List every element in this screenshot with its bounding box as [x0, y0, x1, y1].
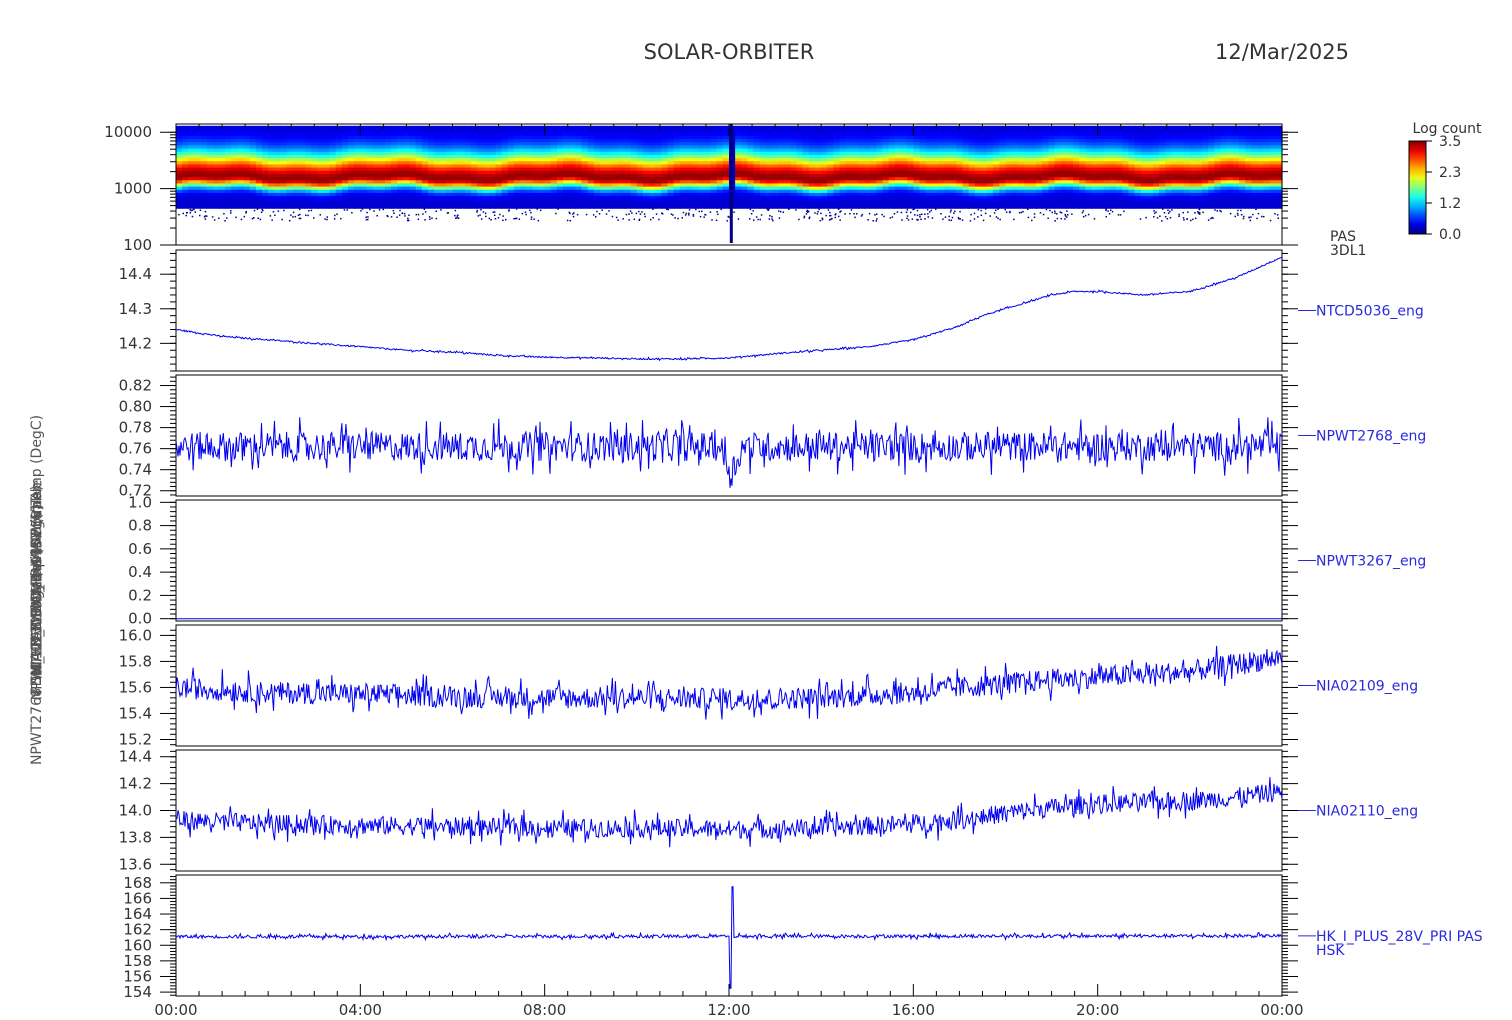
ytick-label-6-2: 158: [123, 952, 152, 970]
colorbar-tick-2: 1.2: [1439, 196, 1461, 212]
ytick-label-0-1: 1000: [114, 180, 152, 198]
series-line-NIA02110_eng: [175, 777, 1283, 848]
ytick-label-3-3: 0.6: [128, 540, 152, 558]
ytick-label-1-1: 14.3: [119, 300, 152, 318]
panel-NPWT2768_eng: 0.72 0.74 0.76 0.78 0.80 0.82 NPWT2768_eng: [119, 374, 1426, 500]
y-axis-title-6: PDM_HK_IMON_PRIMARY (mA): [29, 485, 45, 695]
ytick-label-6-0: 154: [123, 983, 152, 1001]
ytick-label-6-6: 166: [123, 889, 152, 907]
y-axis-title-2: NPWT2768 SWA-PAS Electronics Box Temp (D…: [29, 415, 45, 765]
panel-label-6-1: HSK: [1316, 943, 1345, 959]
panel-label-0-1: 3DL1: [1330, 243, 1366, 259]
ytick-label-2-1: 0.74: [119, 461, 152, 479]
ytick-label-5-0: 13.6: [119, 855, 152, 873]
panel-frame-5: [175, 749, 1283, 872]
ytick-label-3-1: 0.2: [128, 586, 152, 604]
panel-label-5: NIA02110_eng: [1316, 804, 1418, 820]
ytick-label-4-4: 16.0: [119, 626, 152, 644]
colorbar-tick-3: 0.0: [1439, 227, 1461, 243]
ytick-label-1-2: 14.4: [119, 265, 152, 283]
ytick-label-6-3: 160: [123, 936, 152, 954]
panel-frame-4: [175, 624, 1283, 747]
panel-HK_I_PLUS_28V_PRI PAS HSK: 154156158160162164166168 HK_I_PLUS_28V_PR…: [123, 874, 1482, 1001]
y-axis-title-0: Energy (eV): [29, 549, 45, 632]
heatmap-cells: [176, 124, 1283, 243]
panel-label-3: NPWT3267_eng: [1316, 554, 1426, 570]
ytick-label-2-4: 0.80: [119, 398, 152, 416]
xtick-label-2: 08:00: [523, 1001, 566, 1019]
ytick-label-4-0: 15.2: [119, 730, 152, 748]
ytick-label-6-4: 162: [123, 921, 152, 939]
panel-label-0: PAS: [1330, 229, 1356, 245]
panel-NTCD5036_eng: 14.2 14.3 14.4 NTCD5036_eng: [119, 249, 1424, 372]
xtick-label-3: 12:00: [707, 1001, 750, 1019]
ytick-label-3-0: 0.0: [128, 610, 152, 628]
panel-NIA02110_eng: 13.6 13.8 14.0 14.2 14.4 NIA02110_eng: [119, 748, 1419, 874]
ytick-label-2-0: 0.72: [119, 482, 152, 500]
y-axis-title-5: NIA02110 CM2 +15V (V): [30, 504, 46, 676]
xtick-label-6: 00:00: [1260, 1001, 1303, 1019]
panel-frame-3: [175, 499, 1283, 622]
series-line-NPWT2768_eng: [175, 417, 1283, 488]
ytick-label-6-7: 168: [123, 874, 152, 892]
y-axis-title-1: NTCD5036 Temp (DegC): [30, 505, 46, 675]
ytick-label-5-4: 14.4: [119, 748, 152, 766]
xtick-label-5: 20:00: [1076, 1001, 1119, 1019]
xtick-label-0: 00:00: [154, 1001, 197, 1019]
series-line-NIA02109_eng: [175, 645, 1283, 720]
ytick-label-6-1: 156: [123, 967, 152, 985]
ytick-label-3-4: 0.8: [128, 517, 152, 535]
panel-label-2: NPWT2768_eng: [1316, 429, 1426, 445]
ytick-label-3-2: 0.4: [128, 563, 152, 581]
ytick-label-2-2: 0.76: [119, 440, 152, 458]
ytick-label-1-0: 14.2: [119, 334, 152, 352]
ytick-label-4-3: 15.8: [119, 652, 152, 670]
y-axis-title-4: NIA02109 CM1 +15V (V): [29, 504, 45, 676]
ytick-label-2-5: 0.82: [119, 377, 152, 395]
xtick-label-4: 16:00: [892, 1001, 935, 1019]
panel-label-4: NIA02109_eng: [1316, 679, 1418, 695]
colorbar-tick-0: 3.5: [1439, 134, 1461, 150]
ytick-label-0-2: 100: [123, 236, 152, 254]
ytick-label-3-5: 1.0: [128, 493, 152, 511]
panel-NPWT3267_eng: 0.0 0.2 0.4 0.6 0.8 1.0 NPWT3267_eng: [128, 493, 1426, 627]
y-axis-titles: Energy (eV)NTCD5036 Temp (DegC)NPWT2768 …: [29, 415, 46, 765]
date-label: 12/Mar/2025: [1215, 40, 1349, 64]
series-line-HK_I_PLUS_28V_PRI PAS HSK: [175, 886, 1283, 989]
ytick-label-0-0: 10000: [104, 123, 152, 141]
panel-label-6: HK_I_PLUS_28V_PRI PAS: [1316, 929, 1483, 945]
series-line-NTCD5036_eng: [175, 256, 1283, 362]
panel-label-1: NTCD5036_eng: [1316, 304, 1424, 320]
colorbar-gradient: [1408, 140, 1427, 235]
colorbar-title: Log count: [1413, 121, 1482, 137]
ytick-label-6-5: 164: [123, 905, 152, 923]
panel-frame-6: [175, 874, 1283, 997]
ytick-label-2-3: 0.78: [119, 419, 152, 437]
mission-title: SOLAR-ORBITER: [644, 40, 815, 64]
panel-NIA02109_eng: 15.2 15.4 15.6 15.8 16.0 NIA02109_eng: [119, 624, 1418, 748]
xtick-label-1: 04:00: [339, 1001, 382, 1019]
ytick-label-5-2: 14.0: [119, 802, 152, 820]
panel-frame-2: [175, 374, 1283, 497]
x-axis: 00:00 04:00 08:00 12:00 16:00 20:00 00:00: [154, 124, 1304, 1019]
ytick-label-4-2: 15.6: [119, 678, 152, 696]
ytick-label-5-1: 13.8: [119, 828, 152, 846]
colorbar-tick-1: 2.3: [1439, 165, 1461, 181]
ytick-label-5-3: 14.2: [119, 775, 152, 793]
y-axis-title-3: NPWT3267 SWA-PAS HV Enable: [30, 480, 46, 700]
ytick-label-4-1: 15.4: [119, 704, 152, 722]
panel-frame-1: [175, 249, 1283, 372]
